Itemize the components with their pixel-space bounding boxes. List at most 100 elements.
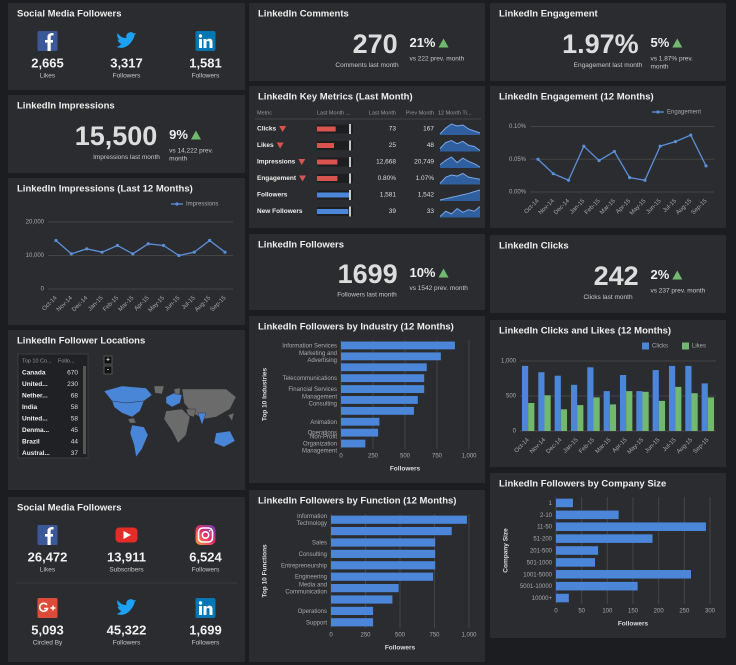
x-tick-label: 750 — [432, 454, 443, 460]
sparkline — [439, 156, 481, 168]
y-tick-label: 0.10% — [509, 124, 527, 130]
map-region — [197, 412, 207, 426]
map-region — [185, 408, 197, 418]
data-point — [566, 178, 571, 182]
y-tick-label: 0.05% — [509, 157, 527, 163]
y-tick-label: 51-200 — [533, 536, 552, 542]
country: Austral... — [22, 450, 50, 457]
panel-title: LinkedIn Key Metrics (Last Month) — [258, 92, 413, 103]
panel-title: LinkedIn Impressions — [17, 101, 115, 112]
panel — [8, 178, 245, 325]
bar — [331, 606, 374, 616]
bar — [593, 397, 600, 431]
bar — [331, 515, 467, 524]
icon-glyph — [203, 38, 213, 48]
follower-label: Likes — [40, 73, 56, 80]
bar — [658, 400, 666, 431]
y-tick-label: 1 — [549, 501, 553, 507]
bullet-bar — [317, 143, 334, 148]
y-tick-label: 10000+ — [532, 596, 553, 602]
panel-title: LinkedIn Engagement — [499, 9, 599, 20]
country: United... — [22, 416, 48, 423]
panel-title: LinkedIn Clicks — [499, 241, 569, 252]
bar — [636, 391, 643, 431]
bar — [652, 370, 659, 431]
y-tick-label: Support — [306, 620, 327, 626]
sparkline-area — [440, 124, 480, 135]
icon-li — [195, 31, 216, 51]
y-tick-label: 201-500 — [530, 548, 553, 554]
data-point — [131, 252, 135, 256]
bar — [331, 618, 374, 627]
icon-yt — [115, 527, 138, 543]
x-axis-label: Followers — [618, 621, 649, 628]
y-tick-label: 20,000 — [26, 220, 45, 226]
data-point — [704, 164, 708, 168]
follower-count: 670 — [67, 370, 78, 377]
series-line — [537, 134, 707, 182]
bar — [577, 405, 584, 431]
x-tick-label: 0 — [554, 609, 558, 615]
data-point — [192, 250, 196, 254]
icon-glyph — [199, 606, 202, 615]
data-point — [551, 172, 555, 176]
follower-count: 45,322 — [107, 622, 147, 637]
x-tick-label: 1,000 — [461, 633, 477, 639]
icon-ig — [195, 525, 216, 545]
column-header: Last Month — [369, 110, 396, 116]
prev-month: 1,542 — [418, 192, 435, 199]
panel-title: Social Media Followers — [17, 503, 122, 514]
bar — [668, 365, 676, 431]
map-region — [213, 430, 236, 448]
panel-title: Social Media Followers — [17, 9, 122, 20]
metric-name: New Followers — [257, 208, 303, 215]
kpi-caption: Clicks last month — [583, 294, 633, 301]
data-point — [689, 133, 693, 137]
country: Canada — [22, 370, 46, 377]
kpi-caption: Engagement last month — [574, 62, 643, 69]
zoom-button[interactable] — [103, 355, 113, 365]
follower-label: Followers — [192, 567, 221, 574]
x-tick-label: 200 — [654, 609, 665, 615]
bar — [701, 383, 708, 431]
trend-up — [672, 38, 683, 48]
panel — [490, 86, 726, 228]
follower-count: 1,699 — [189, 622, 222, 637]
icon-glyph — [203, 605, 213, 615]
last-month: 12,668 — [376, 159, 396, 166]
x-tick-label: 250 — [368, 454, 379, 460]
icon-glyph — [38, 602, 49, 613]
bar — [341, 341, 455, 350]
bar — [341, 439, 366, 448]
icon-glyph — [198, 34, 203, 38]
x-axis-label: Followers — [390, 466, 421, 473]
bar — [707, 397, 715, 431]
data-point — [85, 247, 89, 251]
follower-count: 2,665 — [31, 55, 64, 70]
kpi-value: 1699 — [338, 259, 398, 289]
bar — [609, 404, 617, 431]
prev-month: 167 — [423, 126, 434, 133]
column-header: Last Month ... — [317, 110, 351, 116]
data-point — [536, 157, 540, 161]
bar — [556, 510, 619, 520]
x-tick-label: 0 — [339, 454, 343, 460]
kpi-change: 21% — [409, 35, 435, 50]
scrollbar — [83, 366, 86, 454]
icon-glyph — [45, 40, 53, 43]
data-point — [597, 158, 601, 163]
trend-down — [299, 175, 307, 182]
follower-label: Subscribers — [109, 567, 144, 574]
bar — [341, 406, 414, 415]
y-tick-label: Operations — [298, 608, 327, 614]
icon-fb — [37, 31, 58, 51]
bullet-bar — [317, 176, 338, 181]
kpi-value: 242 — [594, 261, 639, 291]
icon-glyph — [123, 531, 131, 539]
bar — [685, 365, 692, 431]
icon-tw — [116, 599, 137, 615]
legend-label: Likes — [692, 344, 706, 350]
legend-swatch — [682, 342, 689, 350]
trend-up — [438, 268, 449, 278]
zoom-button[interactable] — [103, 365, 113, 375]
